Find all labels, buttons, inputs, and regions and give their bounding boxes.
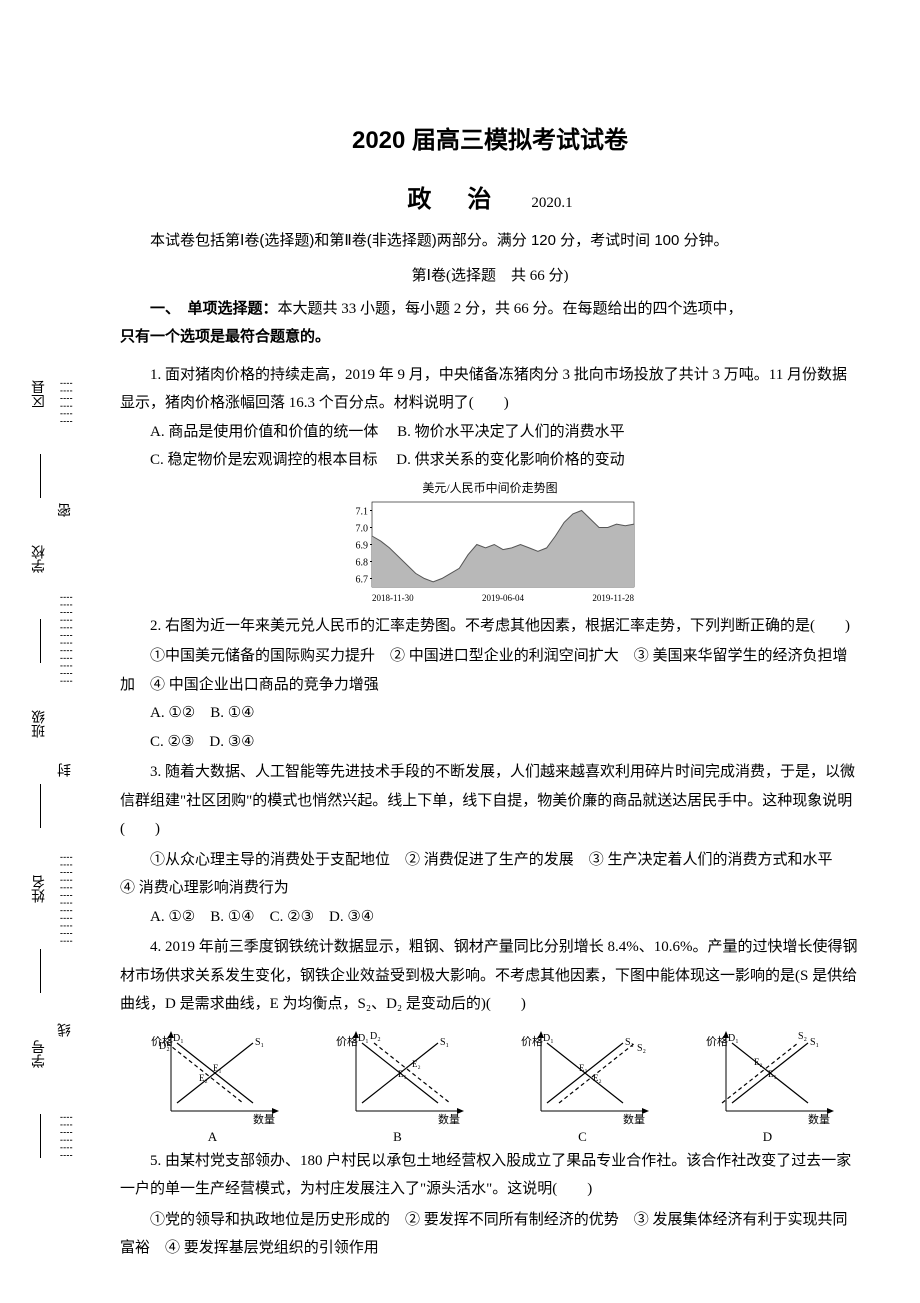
svg-text:数量: 数量	[438, 1113, 460, 1125]
svg-text:E₁: E₁	[398, 1069, 407, 1079]
q2-stem: 2. 右图为近一年来美元兑人民币的汇率走势图。不考虑其他因素，根据汇率走势，下列…	[120, 612, 860, 641]
svg-text:数量: 数量	[808, 1113, 830, 1125]
q3-sub: ①从众心理主导的消费处于支配地位 ② 消费促进了生产的发展 ③ 生产决定着人们的…	[120, 846, 860, 903]
svg-text:数量: 数量	[623, 1113, 645, 1125]
exam-page: 2020 届高三模拟考试试卷 政治 2020.1 本试卷包括第Ⅰ卷(选择题)和第…	[0, 0, 920, 1303]
svg-text:S₁: S₁	[440, 1037, 449, 1048]
q1-choices-row2: C. 稳定物价是宏观调控的根本目标 D. 供求关系的变化影响价格的变动	[120, 446, 860, 475]
svg-text:E₂: E₂	[412, 1059, 421, 1069]
svg-text:E₂: E₂	[593, 1073, 602, 1083]
q1-stem: 1. 面对猪肉价格的持续走高，2019 年 9 月，中央储备冻猪肉分 3 批向市…	[120, 361, 860, 418]
svg-text:E₂: E₂	[754, 1057, 763, 1067]
sd-chart-b: 价格数量 D₁ S₁ D₂ E₁ E₂	[328, 1025, 468, 1125]
q1-choices-row1: A. 商品是使用价值和价值的统一体 B. 物价水平决定了人们的消费水平	[120, 418, 860, 447]
mini-chart-a: 价格数量D₁S₁D₂E₂E₁ A	[143, 1025, 283, 1145]
svg-text:E₁: E₁	[768, 1069, 777, 1079]
q5-stem: 5. 由某村党支部领办、180 户村民以承包土地经营权入股成立了果品专业合作社。…	[120, 1147, 860, 1204]
q2-choices-row1: A. ①② B. ①④	[120, 699, 860, 728]
section-1-intro: 一、 单项选择题：本大题共 33 小题，每小题 2 分，共 66 分。在每题给出…	[120, 295, 860, 351]
svg-text:价格: 价格	[706, 1034, 728, 1048]
exam-instructions: 本试卷包括第Ⅰ卷(选择题)和第Ⅱ卷(非选择题)两部分。满分 120 分，考试时间…	[120, 228, 860, 254]
line-chart-svg: 7.1 7.0 6.9 6.8 6.72018-11-30 2019-06-04 2019-…	[340, 498, 640, 603]
section-1-header: 第Ⅰ卷(选择题 共 66 分)	[120, 264, 860, 285]
section-intro-bold: 一、 单项选择题：	[150, 300, 278, 317]
svg-text:S₂: S₂	[798, 1031, 807, 1042]
svg-text:D₁: D₁	[358, 1033, 369, 1044]
q3-stem: 3. 随着大数据、人工智能等先进技术手段的不断发展，人们越来越喜欢利用碎片时间完…	[120, 758, 860, 844]
exam-date: 2020.1	[531, 195, 572, 211]
svg-text:D₂: D₂	[370, 1031, 381, 1042]
svg-text:E₂: E₂	[199, 1073, 208, 1083]
q1-choice-d: D. 供求关系的变化影响价格的变动	[396, 452, 624, 468]
svg-text:S₁: S₁	[255, 1037, 264, 1048]
svg-text:D₂: D₂	[159, 1041, 170, 1052]
svg-text:6.7: 6.7	[356, 574, 369, 585]
svg-text:价格: 价格	[521, 1034, 543, 1048]
section-intro-bold2: 只有一个选项是最符合题意的。	[120, 328, 330, 345]
svg-text:S₁: S₁	[625, 1037, 634, 1048]
sd-chart-c: 价格数量 D₁ S₁S₂ E₁ E₂	[513, 1025, 653, 1125]
svg-text:D₁: D₁	[173, 1033, 184, 1044]
exchange-rate-chart: 美元/人民币中间价走势图 7.1 7.0 6.9 6.8 6.72018-11-30 20…	[120, 479, 860, 608]
section-intro-rest: 本大题共 33 小题，每小题 2 分，共 66 分。在每题给出的四个选项中，	[278, 301, 743, 317]
mini-chart-b: 价格数量 D₁ S₁ D₂ E₁ E₂ B	[328, 1025, 468, 1145]
chart-caption: 美元/人民币中间价走势图	[120, 479, 860, 496]
svg-text:D₁: D₁	[543, 1033, 554, 1044]
sd-chart-a: 价格数量D₁S₁D₂E₂E₁	[143, 1025, 283, 1125]
q2-sub: ①中国美元储备的国际购买力提升 ② 中国进口型企业的利润空间扩大 ③ 美国来华留…	[120, 642, 860, 699]
mini-chart-c: 价格数量 D₁ S₁S₂ E₁ E₂ C	[513, 1025, 653, 1145]
chart-label-c: C	[513, 1129, 653, 1145]
svg-text:数量: 数量	[253, 1113, 275, 1125]
svg-text:D₁: D₁	[728, 1033, 739, 1044]
subtitle-row: 政治 2020.1	[120, 179, 860, 214]
svg-text:6.9: 6.9	[356, 540, 369, 551]
chart-label-b: B	[328, 1129, 468, 1145]
q4-stem: 4. 2019 年前三季度钢铁统计数据显示，粗钢、钢材产量同比分别增长 8.4%…	[120, 933, 860, 1019]
svg-text:S₂: S₂	[637, 1043, 646, 1054]
q1-choice-a: A. 商品是使用价值和价值的统一体	[150, 424, 378, 440]
svg-text:2019-06-04: 2019-06-04	[482, 593, 524, 603]
q5-sub: ①党的领导和执政地位是历史形成的 ② 要发挥不同所有制经济的优势 ③ 发展集体经…	[120, 1206, 860, 1263]
supply-demand-charts: 价格数量 D₁ S₁ D₂ E₂ E₁ A 价格数量 D₁ S₁ D₂ E₁ E₂ B 价格数量 D₁…	[120, 1025, 860, 1145]
sd-chart-d: 价格数量 D₁ S₁S₂ E₂ E₁	[698, 1025, 838, 1125]
chart-label-a: A	[143, 1129, 283, 1145]
mini-chart-d: 价格数量 D₁ S₁S₂ E₂ E₁ D	[698, 1025, 838, 1145]
svg-text:2019-11-28: 2019-11-28	[592, 593, 634, 603]
svg-text:6.8: 6.8	[356, 557, 369, 568]
subject-name: 政治	[407, 187, 527, 213]
chart-label-d: D	[698, 1129, 838, 1145]
svg-text:2018-11-30: 2018-11-30	[372, 593, 414, 603]
q3-choices: A. ①② B. ①④ C. ②③ D. ③④	[120, 903, 860, 932]
q1-choice-c: C. 稳定物价是宏观调控的根本目标	[150, 452, 378, 468]
exam-title: 2020 届高三模拟考试试卷	[120, 120, 860, 155]
svg-text:7.0: 7.0	[356, 523, 369, 534]
svg-text:E₁: E₁	[579, 1063, 588, 1073]
svg-text:S₁: S₁	[810, 1037, 819, 1048]
svg-text:7.1: 7.1	[356, 506, 369, 517]
svg-text:价格: 价格	[336, 1034, 358, 1048]
q1-choice-b: B. 物价水平决定了人们的消费水平	[397, 424, 625, 440]
q2-choices-row2: C. ②③ D. ③④	[120, 728, 860, 757]
svg-text:E₁: E₁	[213, 1063, 222, 1073]
